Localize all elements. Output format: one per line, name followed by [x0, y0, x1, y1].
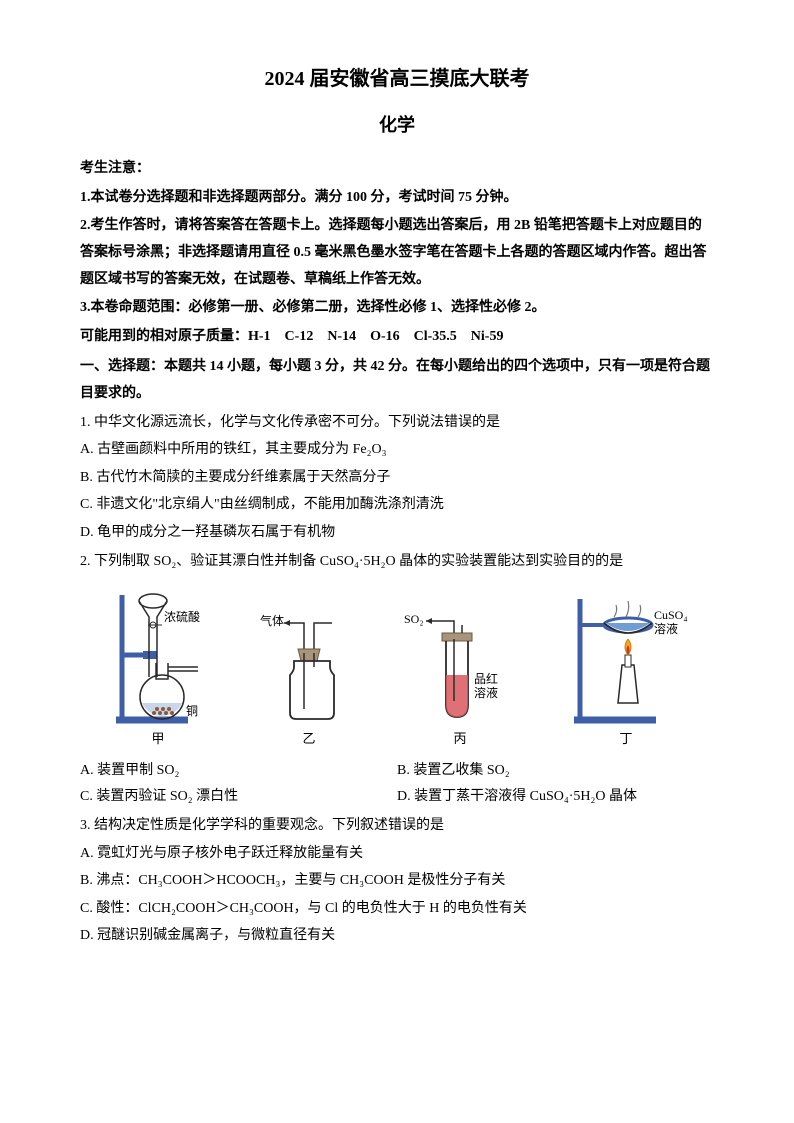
- q1-optC: C. 非遗文化"北京绢人"由丝绸制成，不能用加酶洗涤剂清洗: [80, 492, 714, 519]
- title-main: 2024 届安徽省高三摸底大联考: [80, 60, 714, 98]
- label-cuso4-2: 溶液: [654, 621, 678, 636]
- diagram-ding-label: 丁: [619, 727, 632, 752]
- diagram-ding-svg: CuSO₄ 溶液: [556, 585, 696, 725]
- q2-optA: A. 装置甲制 SO₂: [80, 758, 397, 785]
- diagram-yi: 气体 乙: [254, 605, 364, 752]
- diagram-jia-svg: 浓硫酸 铜: [98, 585, 218, 725]
- q1-optD: D. 龟甲的成分之一羟基磷灰石属于有机物: [80, 520, 714, 547]
- section1-header: 一、选择题：本题共 14 小题，每小题 3 分，共 42 分。在每小题给出的四个…: [80, 354, 714, 407]
- label-so2: SO₂: [404, 612, 424, 626]
- diagram-bing-svg: SO₂ 品红 溶液: [400, 605, 520, 725]
- q3-stem: 3. 结构决定性质是化学学科的重要观念。下列叙述错误的是: [80, 813, 714, 840]
- q1-optA: A. 古壁画颜料中所用的铁红，其主要成分为 Fe₂O₃: [80, 437, 714, 464]
- diagram-yi-svg: 气体: [254, 605, 364, 725]
- diagram-jia: 浓硫酸 铜 甲: [98, 585, 218, 752]
- q2-stem: 2. 下列制取 SO₂、验证其漂白性并制备 CuSO₄·5H₂O 晶体的实验装置…: [80, 549, 714, 576]
- q2-options: A. 装置甲制 SO₂ B. 装置乙收集 SO₂ C. 装置丙验证 SO₂ 漂白…: [80, 758, 714, 811]
- notice-3: 3.本卷命题范围：必修第一册、必修第二册，选择性必修 1、选择性必修 2。: [80, 295, 714, 322]
- diagram-bing-label: 丙: [453, 727, 466, 752]
- q1-stem: 1. 中华文化源远流长，化学与文化传承密不可分。下列说法错误的是: [80, 410, 714, 437]
- q2-optC: C. 装置丙验证 SO₂ 漂白性: [80, 784, 397, 811]
- label-cu: 铜: [186, 703, 198, 718]
- title-sub: 化学: [80, 108, 714, 142]
- label-cuso4-1: CuSO₄: [654, 608, 688, 622]
- label-conc-acid: 浓硫酸: [164, 609, 200, 624]
- notice-2: 2.考生作答时，请将答案答在答题卡上。选择题每小题选出答案后，用 2B 铅笔把答…: [80, 213, 714, 293]
- q3-optD: D. 冠醚识别碱金属离子，与微粒直径有关: [80, 923, 714, 950]
- q2-optD: D. 装置丁蒸干溶液得 CuSO₄·5H₂O 晶体: [397, 784, 714, 811]
- label-gas: 气体: [260, 613, 284, 628]
- q3-optC: C. 酸性：ClCH₂COOH＞CH₃COOH，与 Cl 的电负性大于 H 的电…: [80, 896, 714, 923]
- q3-optB: B. 沸点：CH₃COOH＞HCOOCH₃，主要与 CH₃COOH 是极性分子有…: [80, 868, 714, 895]
- diagram-ding: CuSO₄ 溶液 丁: [556, 585, 696, 752]
- q2-optB: B. 装置乙收集 SO₂: [397, 758, 714, 785]
- q3-optA: A. 霓虹灯光与原子核外电子跃迁释放能量有关: [80, 841, 714, 868]
- diagram-jia-label: 甲: [151, 727, 164, 752]
- diagram-bing: SO₂ 品红 溶液 丙: [400, 605, 520, 752]
- q2-diagrams: 浓硫酸 铜 甲 气体 乙 SO₂: [80, 585, 714, 752]
- q1-optB: B. 古代竹木简牍的主要成分纤维素属于天然高分子: [80, 465, 714, 492]
- notice-heading: 考生注意：: [80, 156, 714, 183]
- label-pinhong-1: 品红: [474, 671, 498, 686]
- atomic-mass: 可能用到的相对原子质量：H-1 C-12 N-14 O-16 Cl-35.5 N…: [80, 324, 714, 351]
- notice-1: 1.本试卷分选择题和非选择题两部分。满分 100 分，考试时间 75 分钟。: [80, 185, 714, 212]
- label-pinhong-2: 溶液: [474, 685, 498, 700]
- diagram-yi-label: 乙: [302, 727, 315, 752]
